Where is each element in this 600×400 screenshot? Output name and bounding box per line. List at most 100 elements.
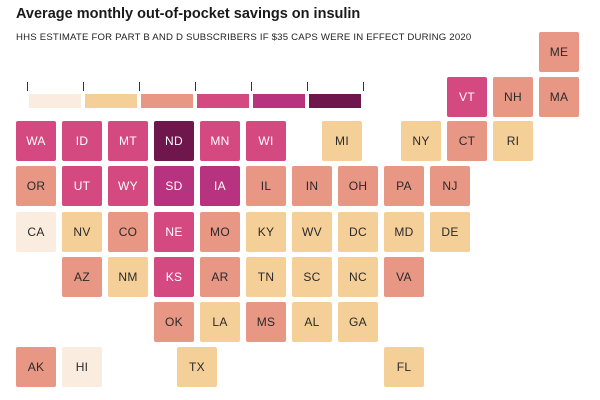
state-tile-wv[interactable]: WV — [292, 212, 332, 252]
state-tile-ri[interactable]: RI — [493, 121, 533, 161]
state-tile-oh[interactable]: OH — [338, 166, 378, 206]
legend-tick — [27, 82, 28, 91]
state-tile-dc[interactable]: DC — [338, 212, 378, 252]
state-tile-la[interactable]: LA — [200, 302, 240, 342]
state-label: AK — [27, 360, 45, 374]
state-label: SD — [165, 179, 183, 193]
state-label: NY — [412, 134, 430, 148]
state-tile-wa[interactable]: WA — [16, 121, 56, 161]
state-label: NM — [118, 270, 138, 284]
legend-swatch-4 — [197, 94, 249, 108]
chart-subtitle: HHS ESTIMATE FOR PART B AND D SUBSCRIBER… — [16, 32, 472, 43]
state-tile-mt[interactable]: MT — [108, 121, 148, 161]
state-tile-ga[interactable]: GA — [338, 302, 378, 342]
state-label: OK — [165, 315, 183, 329]
state-tile-pa[interactable]: PA — [384, 166, 424, 206]
state-label: KY — [257, 225, 275, 239]
state-label: OR — [26, 179, 46, 193]
state-tile-de[interactable]: DE — [430, 212, 470, 252]
state-label: MI — [335, 134, 349, 148]
legend-tick — [139, 82, 140, 91]
state-label: MT — [119, 134, 137, 148]
state-tile-nv[interactable]: NV — [62, 212, 102, 252]
state-tile-tx[interactable]: TX — [177, 347, 217, 387]
legend-tick — [251, 82, 252, 91]
legend-swatch-6 — [309, 94, 361, 108]
state-label: ND — [165, 134, 183, 148]
state-tile-me[interactable]: ME — [539, 32, 579, 72]
state-tile-mi[interactable]: MI — [322, 121, 362, 161]
state-label: NE — [165, 225, 183, 239]
state-label: HI — [75, 360, 89, 374]
state-label: UT — [73, 179, 91, 193]
state-tile-ne[interactable]: NE — [154, 212, 194, 252]
state-tile-nj[interactable]: NJ — [430, 166, 470, 206]
state-tile-vt[interactable]: VT — [447, 77, 487, 117]
state-tile-hi[interactable]: HI — [62, 347, 102, 387]
state-tile-az[interactable]: AZ — [62, 257, 102, 297]
legend-tick — [195, 82, 196, 91]
state-tile-sc[interactable]: SC — [292, 257, 332, 297]
state-label: FL — [396, 360, 412, 374]
state-label: RI — [506, 134, 520, 148]
state-tile-ak[interactable]: AK — [16, 347, 56, 387]
state-label: CO — [118, 225, 138, 239]
state-tile-va[interactable]: VA — [384, 257, 424, 297]
state-tile-nm[interactable]: NM — [108, 257, 148, 297]
state-tile-ut[interactable]: UT — [62, 166, 102, 206]
state-tile-fl[interactable]: FL — [384, 347, 424, 387]
state-tile-wy[interactable]: WY — [108, 166, 148, 206]
state-label: NH — [504, 90, 522, 104]
state-label: CT — [458, 134, 476, 148]
state-tile-il[interactable]: IL — [246, 166, 286, 206]
state-label: OH — [348, 179, 368, 193]
legend-swatch-2 — [85, 94, 137, 108]
state-tile-ks[interactable]: KS — [154, 257, 194, 297]
state-label: TN — [257, 270, 275, 284]
state-tile-sd[interactable]: SD — [154, 166, 194, 206]
state-tile-or[interactable]: OR — [16, 166, 56, 206]
state-label: MS — [256, 315, 276, 329]
state-tile-ar[interactable]: AR — [200, 257, 240, 297]
state-label: IA — [214, 179, 226, 193]
state-label: IL — [260, 179, 272, 193]
state-tile-ia[interactable]: IA — [200, 166, 240, 206]
state-tile-nd[interactable]: ND — [154, 121, 194, 161]
state-label: CA — [27, 225, 45, 239]
state-label: MD — [394, 225, 414, 239]
state-tile-ky[interactable]: KY — [246, 212, 286, 252]
state-tile-nh[interactable]: NH — [493, 77, 533, 117]
state-tile-ca[interactable]: CA — [16, 212, 56, 252]
state-tile-ct[interactable]: CT — [447, 121, 487, 161]
state-label: WI — [258, 134, 274, 148]
state-label: AR — [211, 270, 229, 284]
legend-swatch-5 — [253, 94, 305, 108]
state-tile-ny[interactable]: NY — [401, 121, 441, 161]
legend-swatch-3 — [141, 94, 193, 108]
state-tile-tn[interactable]: TN — [246, 257, 286, 297]
state-tile-in[interactable]: IN — [292, 166, 332, 206]
state-tile-ma[interactable]: MA — [539, 77, 579, 117]
state-tile-al[interactable]: AL — [292, 302, 332, 342]
state-tile-ok[interactable]: OK — [154, 302, 194, 342]
state-label: AL — [304, 315, 320, 329]
state-label: MA — [549, 90, 569, 104]
state-tile-co[interactable]: CO — [108, 212, 148, 252]
state-label: WV — [302, 225, 322, 239]
state-tile-wi[interactable]: WI — [246, 121, 286, 161]
state-label: DC — [349, 225, 367, 239]
state-tile-mo[interactable]: MO — [200, 212, 240, 252]
state-label: ID — [75, 134, 89, 148]
state-tile-ms[interactable]: MS — [246, 302, 286, 342]
state-label: VA — [396, 270, 412, 284]
state-tile-md[interactable]: MD — [384, 212, 424, 252]
state-label: LA — [212, 315, 228, 329]
state-tile-id[interactable]: ID — [62, 121, 102, 161]
state-label: DE — [441, 225, 459, 239]
state-tile-nc[interactable]: NC — [338, 257, 378, 297]
state-tile-mn[interactable]: MN — [200, 121, 240, 161]
legend-tick — [307, 82, 308, 91]
state-label: SC — [303, 270, 321, 284]
color-legend — [27, 82, 364, 110]
